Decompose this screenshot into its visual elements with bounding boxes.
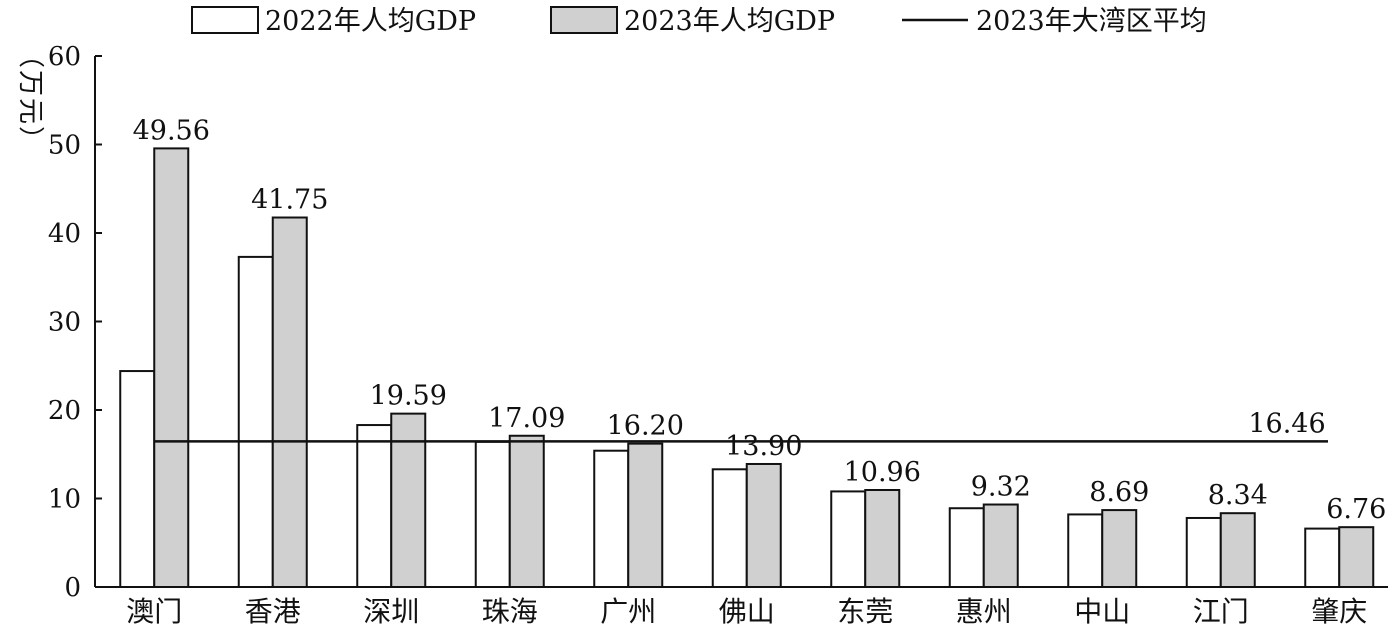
x-category-label: 广州 bbox=[600, 595, 656, 628]
legend-label-2022: 2022年人均GDP bbox=[265, 6, 476, 37]
bar-2022 bbox=[356, 424, 393, 589]
bar-2023 bbox=[745, 462, 782, 588]
data-label-2023: 10.96 bbox=[844, 457, 921, 488]
data-label-2023: 8.69 bbox=[1089, 477, 1149, 508]
bar-2023 bbox=[864, 489, 901, 588]
y-tick-label: 30 bbox=[48, 308, 81, 338]
legend-label-average: 2023年大湾区平均 bbox=[976, 6, 1207, 37]
y-tick-label: 60 bbox=[48, 42, 81, 72]
x-category-label: 深圳 bbox=[363, 595, 419, 628]
data-label-2023: 41.75 bbox=[251, 185, 328, 216]
x-category-label: 香港 bbox=[245, 595, 301, 628]
bar-2022 bbox=[1067, 513, 1104, 588]
bar-2022 bbox=[593, 449, 630, 588]
legend-swatch-2022 bbox=[191, 6, 259, 34]
bar-2023 bbox=[271, 216, 308, 588]
bar-2023 bbox=[390, 412, 427, 589]
bar-2022 bbox=[474, 440, 511, 588]
bar-2023 bbox=[627, 442, 664, 588]
bar-2022 bbox=[1304, 527, 1341, 589]
x-category-label: 中山 bbox=[1074, 595, 1130, 628]
legend-label-2023: 2023年人均GDP bbox=[624, 6, 835, 37]
data-label-2023: 8.34 bbox=[1208, 480, 1268, 511]
y-tick-label: 0 bbox=[64, 573, 81, 603]
data-label-2023: 6.76 bbox=[1326, 494, 1386, 525]
bar-2022 bbox=[237, 255, 274, 588]
y-tick-label: 20 bbox=[48, 396, 81, 426]
x-category-label: 肇庆 bbox=[1311, 595, 1367, 628]
bar-2022 bbox=[711, 468, 748, 589]
x-category-label: 江门 bbox=[1193, 595, 1249, 628]
bar-2022 bbox=[1185, 516, 1222, 588]
data-label-2023: 13.90 bbox=[725, 431, 802, 462]
x-category-label: 佛山 bbox=[719, 595, 775, 628]
data-label-2023: 19.59 bbox=[370, 381, 447, 412]
x-category-label: 东莞 bbox=[837, 595, 893, 628]
bar-2022 bbox=[948, 507, 985, 588]
y-axis-label: （万元） bbox=[15, 42, 45, 154]
y-tick-label: 50 bbox=[48, 131, 81, 161]
bar-2023 bbox=[982, 503, 1019, 589]
bar-2022 bbox=[830, 490, 867, 589]
bar-2023 bbox=[153, 147, 190, 588]
bar-2023 bbox=[508, 434, 545, 589]
bar-2023 bbox=[1219, 512, 1256, 588]
data-label-2023: 17.09 bbox=[488, 403, 565, 434]
bar-2023 bbox=[1338, 526, 1375, 589]
data-label-2023: 16.20 bbox=[607, 411, 684, 442]
y-tick-label: 40 bbox=[48, 219, 81, 249]
legend-swatch-2023 bbox=[550, 6, 618, 34]
bar-2022 bbox=[119, 370, 156, 588]
x-category-label: 珠海 bbox=[482, 595, 538, 628]
bar-2023 bbox=[1101, 509, 1138, 589]
y-tick-label: 10 bbox=[48, 485, 81, 515]
data-label-2023: 49.56 bbox=[133, 115, 210, 146]
x-category-label: 澳门 bbox=[126, 595, 182, 628]
average-line-label: 16.46 bbox=[1248, 408, 1325, 439]
x-category-label: 惠州 bbox=[956, 595, 1012, 628]
data-label-2023: 9.32 bbox=[971, 472, 1031, 503]
